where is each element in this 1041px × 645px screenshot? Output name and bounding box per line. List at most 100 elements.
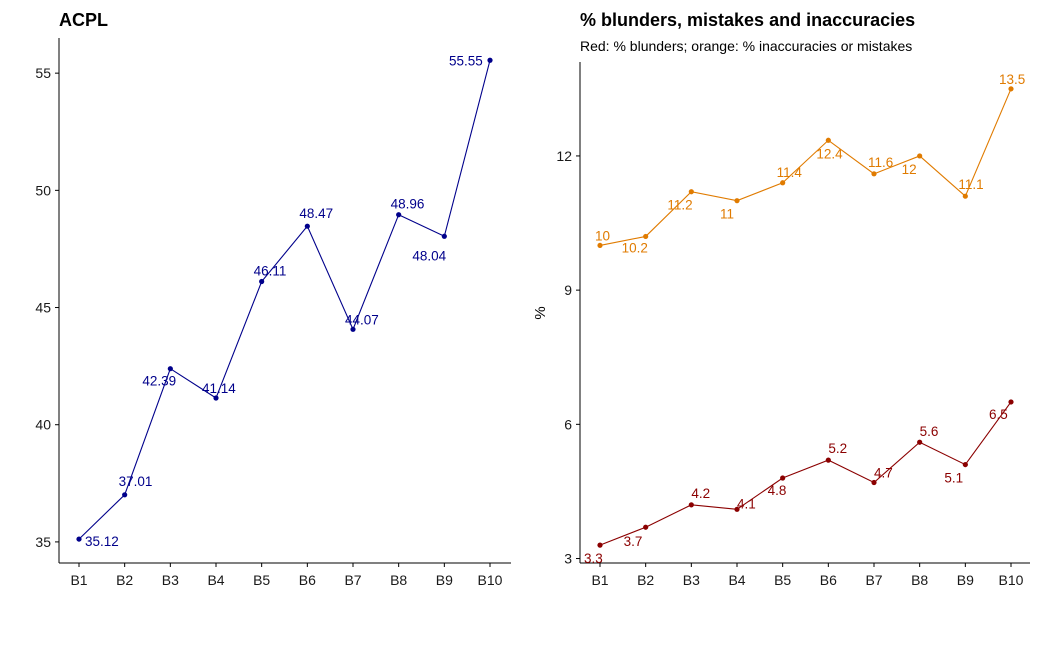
acpl-x-tick-label: B9: [436, 572, 453, 588]
acpl-acpl-series-line: [78, 60, 491, 540]
percent-inaccuracies-data-label: 11.1: [958, 177, 983, 192]
acpl-chart-title: ACPL: [59, 10, 108, 30]
percent-x-tick-label: B8: [911, 572, 928, 588]
acpl-acpl-data-point: [213, 395, 219, 401]
percent-inaccuracies-data-point: [962, 193, 968, 199]
percent-blunders-data-point: [643, 524, 649, 530]
percent-inaccuracies-data-label: 12.4: [816, 146, 843, 161]
acpl-plot-area: 35 40 45 50 55 B1 B2 B3 B4 B5 B6 B7 B8 B9 B10 35.12 37.0…: [35, 38, 511, 588]
acpl-y-tick-label: 55: [35, 65, 51, 81]
percent-inaccuracies-data-label: 10.2: [622, 240, 648, 255]
acpl-acpl-data-point: [487, 57, 493, 63]
percent-x-tick-label: B9: [957, 572, 974, 588]
percent-inaccuracies-data-label: 10: [595, 228, 610, 243]
percent-inaccuracies-data-label: 11.2: [667, 198, 692, 213]
percent-blunders-data-label: 4.1: [737, 496, 756, 511]
percent-x-tick-label: B1: [591, 572, 608, 588]
acpl-y-tick-label: 35: [35, 534, 51, 550]
acpl-x-tick-label: B6: [299, 572, 316, 588]
acpl-x-tick-label: B1: [70, 572, 87, 588]
percent-blunders-data-point: [962, 461, 968, 468]
acpl-acpl-data-label: 48.47: [299, 206, 333, 221]
acpl-acpl-data-label: 46.11: [254, 264, 287, 279]
percent-inaccuracies-data-label: 11: [720, 207, 734, 222]
percent-y-tick-label: 3: [564, 551, 572, 567]
percent-inaccuracies-data-point: [825, 137, 831, 143]
percent-inaccuracies-data-label: 13.5: [999, 72, 1025, 87]
percent-x-tick-label: B3: [683, 572, 700, 588]
percent-blunders-data-point: [780, 475, 786, 481]
acpl-acpl-data-point: [76, 536, 82, 542]
acpl-y-tick-label: 45: [35, 300, 51, 316]
percent-plot-area: 3 6 9 12 B1 B2 B3 B4 B5 B6 B7 B8 B9 B10 10 10.2 11.2 11 11…: [556, 62, 1030, 588]
percent-inaccuracies-data-point: [643, 233, 649, 240]
percent-y-axis-title: %: [532, 306, 549, 319]
percent-blunders-data-label: 3.7: [624, 534, 643, 549]
percent-inaccuracies-data-point: [780, 180, 786, 186]
acpl-acpl-data-point: [167, 366, 173, 372]
acpl-acpl-data-point: [441, 233, 447, 239]
percent-blunders-data-label: 4.8: [768, 483, 787, 498]
acpl-x-tick-label: B3: [162, 572, 179, 588]
percent-inaccuracies-data-label: 12: [902, 162, 917, 177]
percent-blunders-data-point: [825, 457, 831, 463]
percent-inaccuracies-data-label: 11.6: [868, 155, 893, 170]
acpl-acpl-data-label: 37.01: [119, 474, 153, 489]
percent-y-tick-label: 6: [564, 416, 572, 432]
acpl-acpl-data-point: [122, 492, 128, 498]
percent-blunders-data-point: [871, 479, 877, 486]
acpl-acpl-data-label: 44.07: [345, 312, 379, 327]
percent-x-tick-label: B5: [774, 572, 791, 588]
acpl-x-tick-label: B10: [478, 572, 503, 588]
acpl-x-tick-label: B8: [390, 572, 407, 588]
acpl-acpl-data-point: [304, 223, 310, 229]
percent-y-tick-label: 12: [556, 148, 572, 164]
percent-inaccuracies-data-point: [1008, 86, 1014, 92]
percent-inaccuracies-data-label: 11.4: [777, 165, 803, 180]
percent-blunders-data-point: [734, 506, 740, 512]
percent-x-tick-label: B7: [865, 572, 882, 588]
percent-blunders-data-label: 5.2: [828, 441, 847, 456]
percent-blunders-data-label: 4.2: [691, 486, 710, 501]
percent-blunders-data-label: 5.6: [920, 424, 939, 439]
percent-blunders-data-point: [597, 542, 603, 548]
acpl-acpl-data-label: 55.55: [449, 53, 483, 68]
percent-blunders-data-point: [1008, 399, 1014, 405]
acpl-y-tick-label: 40: [35, 417, 51, 433]
percent-inaccuracies-data-point: [734, 198, 740, 204]
acpl-acpl-data-label: 35.12: [85, 534, 119, 549]
percent-inaccuracies-data-point: [871, 171, 877, 177]
percent-blunders-data-point: [917, 439, 923, 445]
acpl-x-tick-label: B7: [344, 572, 361, 588]
percent-blunders-data-point: [688, 502, 694, 508]
acpl-x-tick-label: B4: [207, 572, 224, 588]
percent-blunders-data-label: 4.7: [874, 465, 893, 480]
acpl-acpl-data-point: [396, 212, 402, 218]
percent-blunders-data-label: 6.5: [989, 407, 1008, 422]
percent-blunders-data-label: 3.3: [584, 551, 603, 566]
percent-x-tick-label: B4: [728, 572, 745, 588]
percent-inaccuracies-data-point: [688, 189, 694, 195]
acpl-acpl-data-point: [350, 326, 356, 332]
acpl-y-tick-label: 50: [35, 182, 51, 198]
percent-blunders-series-line: [599, 401, 1012, 546]
acpl-acpl-data-point: [259, 278, 265, 285]
percent-inaccuracies-data-point: [597, 242, 603, 249]
percent-x-tick-label: B10: [999, 572, 1024, 588]
acpl-x-tick-label: B5: [253, 572, 270, 588]
percent-chart-subtitle: Red: % blunders; orange: % inaccuracies …: [580, 38, 912, 54]
percent-inaccuracies-data-point: [917, 153, 923, 159]
percent-inaccuracies-series-line: [599, 88, 1012, 246]
percent-chart-title: % blunders, mistakes and inaccuracies: [580, 10, 915, 30]
percent-x-tick-label: B6: [820, 572, 837, 588]
percent-x-tick-label: B2: [637, 572, 654, 588]
acpl-acpl-data-label: 48.04: [412, 248, 446, 263]
acpl-x-tick-label: B2: [116, 572, 133, 588]
acpl-acpl-data-label: 41.14: [202, 381, 236, 396]
percent-y-tick-label: 9: [564, 282, 572, 298]
percent-blunders-data-label: 5.1: [944, 471, 963, 486]
acpl-acpl-data-label: 48.96: [391, 197, 425, 212]
acpl-acpl-data-label: 42.39: [142, 374, 176, 389]
